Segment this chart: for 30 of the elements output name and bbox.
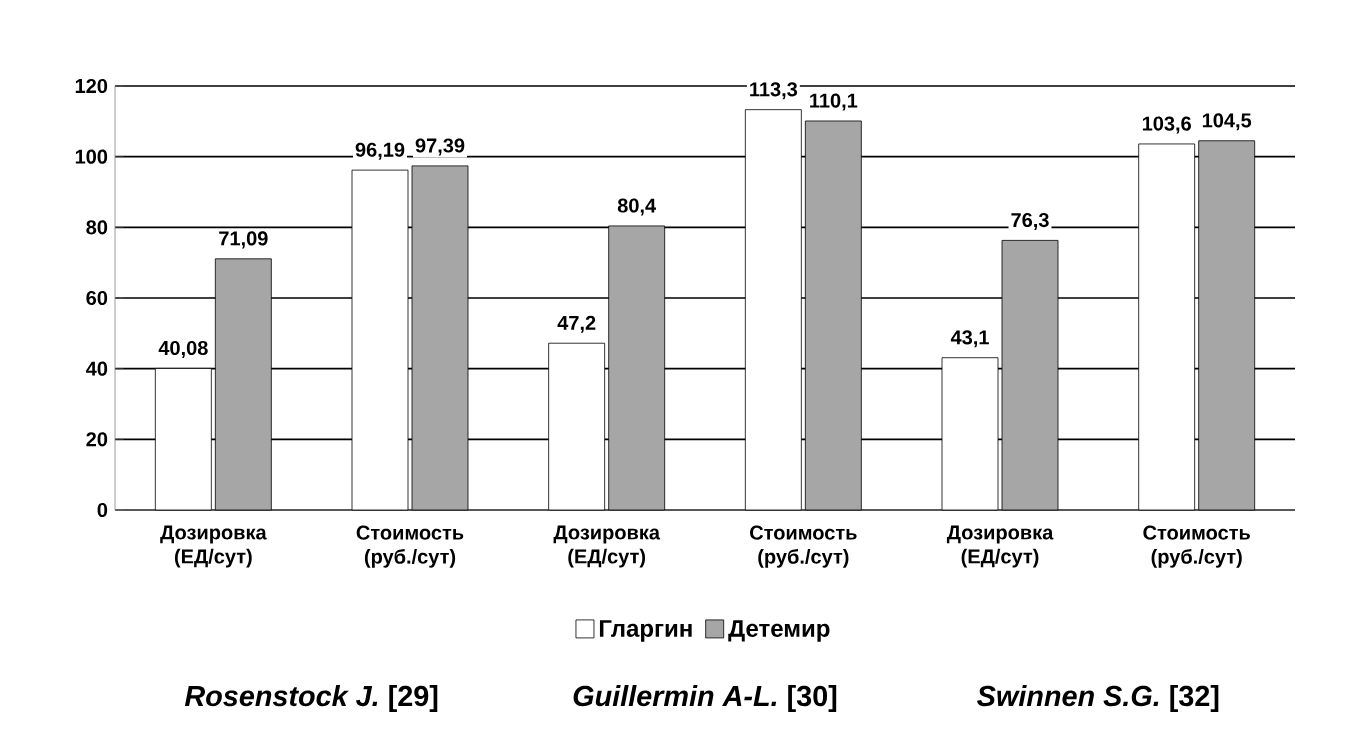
x-tick-label: Дозировка (ЕД/сут) — [946, 525, 1054, 568]
y-tick-label: 100 — [75, 149, 108, 164]
legend-label: Детемир — [728, 620, 830, 642]
y-tick-label: 120 — [75, 78, 108, 94]
y-tick-label: 0 — [97, 502, 108, 518]
x-tick-label: Стоимость (руб./сут) — [750, 525, 857, 568]
y-tick-label: 20 — [86, 432, 108, 447]
y-tick-label: 60 — [86, 290, 108, 306]
y-tick-label: 40 — [86, 361, 108, 376]
text: Swinnen S.G. [32] — [977, 685, 1219, 712]
y-tick-label: 80 — [86, 220, 108, 235]
x-tick-label: Дозировка (ЕД/сут) — [160, 525, 267, 568]
data-label: 40,08 — [158, 340, 208, 358]
data-label: 47,2 — [557, 315, 596, 333]
text: Rosenstock J. [29] — [184, 685, 438, 712]
data-label: 103,6 — [1142, 116, 1191, 134]
x-tick-label: Стоимость (руб./сут) — [1143, 525, 1250, 568]
data-label: 110,1 — [810, 93, 858, 111]
data-label: 71,09 — [219, 231, 268, 249]
x-tick-label: Стоимость (руб./сут) — [356, 525, 464, 568]
data-label: 113,3 — [750, 82, 798, 100]
legend-label: Гларгин — [599, 620, 692, 642]
data-label: 80,4 — [617, 198, 657, 216]
data-label: 104,5 — [1202, 113, 1252, 131]
data-label: 97,39 — [415, 138, 465, 156]
data-label: 43,1 — [950, 330, 989, 348]
text: Guillermin A-L. [30] — [573, 685, 837, 712]
data-label: 76,3 — [1011, 212, 1049, 231]
x-tick-label: Дозировка (ЕД/сут) — [553, 525, 661, 568]
data-label: 96,19 — [355, 142, 405, 160]
